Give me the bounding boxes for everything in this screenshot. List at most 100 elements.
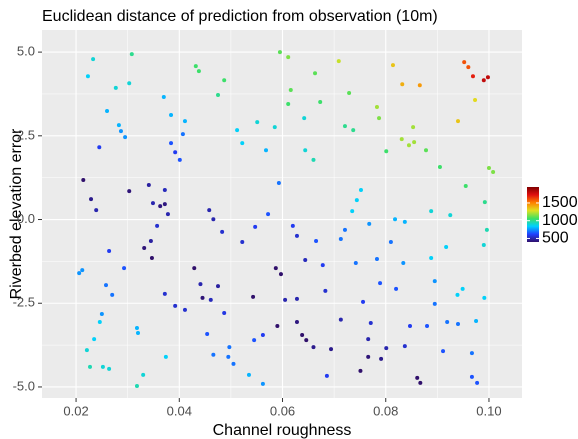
- point: [300, 333, 305, 338]
- x-tick-label: 0.02: [63, 403, 88, 418]
- point: [481, 242, 486, 247]
- point: [290, 223, 295, 228]
- point: [216, 92, 220, 97]
- point: [158, 204, 163, 209]
- point: [460, 286, 465, 291]
- point: [342, 227, 347, 232]
- point: [273, 266, 278, 271]
- point: [338, 317, 343, 322]
- point: [390, 63, 395, 68]
- point: [177, 157, 182, 162]
- point: [304, 338, 309, 343]
- point: [481, 78, 486, 83]
- point: [118, 129, 123, 134]
- y-tick-label: 0.0: [17, 211, 35, 226]
- point: [134, 326, 139, 331]
- point: [272, 125, 277, 130]
- point: [469, 374, 474, 379]
- point: [456, 119, 460, 124]
- point: [432, 301, 437, 306]
- point: [84, 348, 89, 353]
- point: [278, 272, 283, 277]
- point: [134, 383, 139, 388]
- point: [136, 331, 140, 336]
- y-tick-label: -2.5: [13, 295, 35, 310]
- point: [275, 324, 280, 329]
- point: [253, 224, 258, 229]
- point: [324, 373, 329, 378]
- y-tick-label: -5.0: [13, 378, 35, 393]
- point: [377, 116, 382, 121]
- point: [311, 345, 316, 350]
- colorbar: [527, 187, 539, 242]
- point: [266, 212, 271, 217]
- point: [350, 209, 355, 214]
- point: [146, 183, 151, 188]
- point: [462, 60, 467, 65]
- point: [88, 364, 92, 369]
- point: [474, 318, 479, 323]
- point: [260, 333, 265, 338]
- point: [100, 364, 105, 369]
- point: [358, 188, 363, 193]
- point: [222, 78, 227, 83]
- point: [475, 380, 480, 385]
- point: [211, 217, 216, 222]
- point: [441, 349, 446, 354]
- point: [77, 271, 82, 276]
- point: [353, 261, 358, 266]
- point: [444, 244, 449, 249]
- point: [361, 299, 366, 304]
- point: [411, 125, 416, 130]
- point: [463, 184, 468, 189]
- x-tick-label: 0.10: [476, 403, 501, 418]
- point: [448, 213, 453, 218]
- point: [105, 109, 110, 114]
- point: [286, 55, 291, 60]
- point: [104, 283, 108, 288]
- point: [302, 116, 307, 121]
- point: [393, 217, 398, 222]
- point: [320, 263, 325, 268]
- point: [196, 69, 201, 74]
- chart-title: Euclidean distance of prediction from ob…: [42, 8, 438, 25]
- point: [91, 57, 96, 62]
- point: [97, 319, 102, 324]
- point: [127, 81, 132, 86]
- point: [129, 52, 134, 57]
- point: [491, 169, 496, 174]
- point: [240, 141, 245, 146]
- point: [169, 113, 174, 118]
- point: [294, 233, 299, 238]
- point: [482, 200, 487, 205]
- point: [182, 119, 187, 124]
- point: [323, 288, 328, 293]
- point: [406, 143, 411, 148]
- point: [205, 332, 210, 337]
- point: [394, 286, 399, 291]
- point: [222, 310, 227, 315]
- point: [173, 150, 178, 155]
- point: [192, 266, 197, 271]
- point: [366, 354, 371, 359]
- point: [399, 137, 404, 142]
- point: [276, 181, 281, 186]
- point: [220, 229, 225, 234]
- point: [246, 372, 251, 377]
- point: [227, 345, 232, 350]
- point: [338, 236, 343, 241]
- point: [240, 239, 245, 244]
- point: [473, 97, 478, 102]
- point: [455, 292, 460, 297]
- point: [162, 202, 167, 207]
- point: [123, 135, 128, 140]
- point: [155, 223, 160, 228]
- point: [412, 140, 417, 145]
- point: [358, 368, 363, 373]
- point: [486, 165, 491, 170]
- point: [384, 346, 389, 351]
- point: [445, 319, 450, 324]
- point: [425, 324, 430, 329]
- point: [402, 219, 407, 224]
- point: [408, 324, 412, 329]
